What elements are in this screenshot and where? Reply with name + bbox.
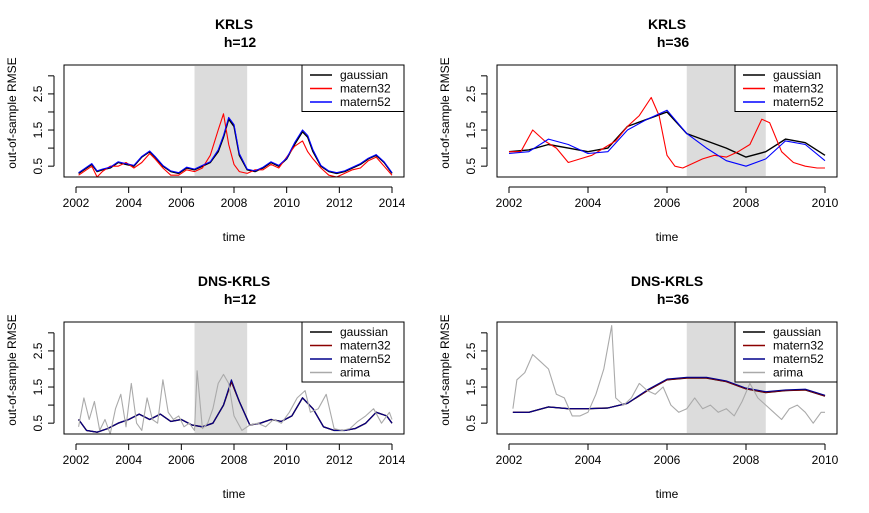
chart-title: KRLS: [648, 16, 686, 32]
series-line-arima: [78, 370, 393, 435]
series-line-gaussian: [512, 377, 826, 413]
legend-label-gaussian: gaussian: [340, 325, 388, 339]
x-tick-label: 2006: [168, 196, 195, 210]
series-line-matern32: [512, 377, 826, 413]
x-axis-label: time: [223, 487, 246, 501]
y-tick-label: 1.5: [31, 378, 45, 395]
legend-label-matern52: matern52: [773, 352, 824, 366]
legend-label-matern32: matern32: [340, 339, 391, 353]
chart-title: DNS-KRLS: [631, 273, 703, 289]
legend-label-matern32: matern32: [773, 339, 824, 353]
x-tick-label: 2010: [273, 453, 300, 467]
y-axis-label: out-of-sample RMSE: [5, 57, 19, 168]
legend-label-matern52: matern52: [340, 352, 391, 366]
x-axis-label: time: [656, 487, 679, 501]
chart-title: KRLS: [215, 16, 253, 32]
legend-label-gaussian: gaussian: [340, 68, 388, 82]
series-line-matern52: [508, 109, 826, 167]
x-tick-label: 2006: [654, 453, 681, 467]
x-axis-label: time: [656, 230, 679, 244]
chart-panel-1: KRLS h=36 2002 2004 2006 2008 2010 time 0.5 1.5 2.…: [438, 16, 839, 244]
x-tick-label: 2008: [221, 453, 248, 467]
chart-panel-3: DNS-KRLS h=36 2002 2004 2006 2008 2010 time 0.5 1…: [438, 273, 839, 501]
x-tick-label: 2010: [812, 453, 839, 467]
plot-frame: [496, 64, 838, 178]
x-tick-label: 2014: [379, 453, 406, 467]
y-tick-label: 1.5: [464, 121, 478, 138]
y-tick-label: 0.5: [31, 414, 45, 431]
chart-subtitle: h=12: [224, 291, 257, 307]
y-axis-label: out-of-sample RMSE: [5, 314, 19, 425]
y-tick-label: 0.5: [31, 157, 45, 174]
legend-label-gaussian: gaussian: [773, 68, 821, 82]
x-tick-label: 2006: [654, 196, 681, 210]
legend-label-matern32: matern32: [340, 82, 391, 96]
chart-subtitle: h=12: [224, 34, 257, 50]
chart-title: DNS-KRLS: [198, 273, 270, 289]
x-axis-label: time: [223, 230, 246, 244]
series-line-gaussian: [508, 111, 826, 158]
series-line-matern52: [512, 376, 826, 413]
chart-subtitle: h=36: [657, 291, 690, 307]
legend-label-matern52: matern52: [340, 95, 391, 109]
x-tick-label: 2008: [733, 453, 760, 467]
chart-subtitle: h=36: [657, 34, 690, 50]
x-tick-label: 2004: [115, 196, 142, 210]
x-tick-label: 2002: [496, 453, 523, 467]
x-tick-label: 2012: [326, 453, 353, 467]
x-tick-label: 2006: [168, 453, 195, 467]
x-tick-label: 2002: [63, 453, 90, 467]
y-tick-label: 1.5: [31, 121, 45, 138]
y-tick-label: 2.5: [31, 342, 45, 359]
x-tick-label: 2002: [63, 196, 90, 210]
x-tick-label: 2008: [733, 196, 760, 210]
x-tick-label: 2008: [221, 196, 248, 210]
series-line-matern32: [509, 96, 825, 169]
y-axis-label: out-of-sample RMSE: [438, 57, 452, 168]
x-tick-label: 2004: [575, 453, 602, 467]
x-tick-label: 2010: [812, 196, 839, 210]
x-tick-label: 2010: [273, 196, 300, 210]
y-tick-label: 2.5: [31, 85, 45, 102]
x-tick-label: 2004: [115, 453, 142, 467]
y-tick-label: 2.5: [464, 85, 478, 102]
y-tick-label: 1.5: [464, 378, 478, 395]
y-tick-label: 2.5: [464, 342, 478, 359]
plot-frame: [63, 64, 405, 178]
y-tick-label: 0.5: [464, 414, 478, 431]
chart-panel-0: KRLS h=12 2002 2004 2006 2008 2010 2012 2014 time…: [5, 16, 406, 244]
x-tick-label: 2014: [379, 196, 406, 210]
series-line-matern52: [78, 116, 393, 174]
chart-panel-2: DNS-KRLS h=12 2002 2004 2006 2008 2010 2012 2014…: [5, 273, 406, 501]
legend-label-arima: arima: [340, 366, 370, 380]
x-tick-label: 2004: [575, 196, 602, 210]
y-axis-label: out-of-sample RMSE: [438, 314, 452, 425]
legend-label-matern32: matern32: [773, 82, 824, 96]
x-tick-label: 2012: [326, 196, 353, 210]
series-line-gaussian: [78, 118, 393, 175]
series-line-arima: [512, 325, 825, 424]
legend-label-gaussian: gaussian: [773, 325, 821, 339]
legend-label-matern52: matern52: [773, 95, 824, 109]
y-tick-label: 0.5: [464, 157, 478, 174]
x-tick-label: 2002: [496, 196, 523, 210]
legend-label-arima: arima: [773, 366, 803, 380]
